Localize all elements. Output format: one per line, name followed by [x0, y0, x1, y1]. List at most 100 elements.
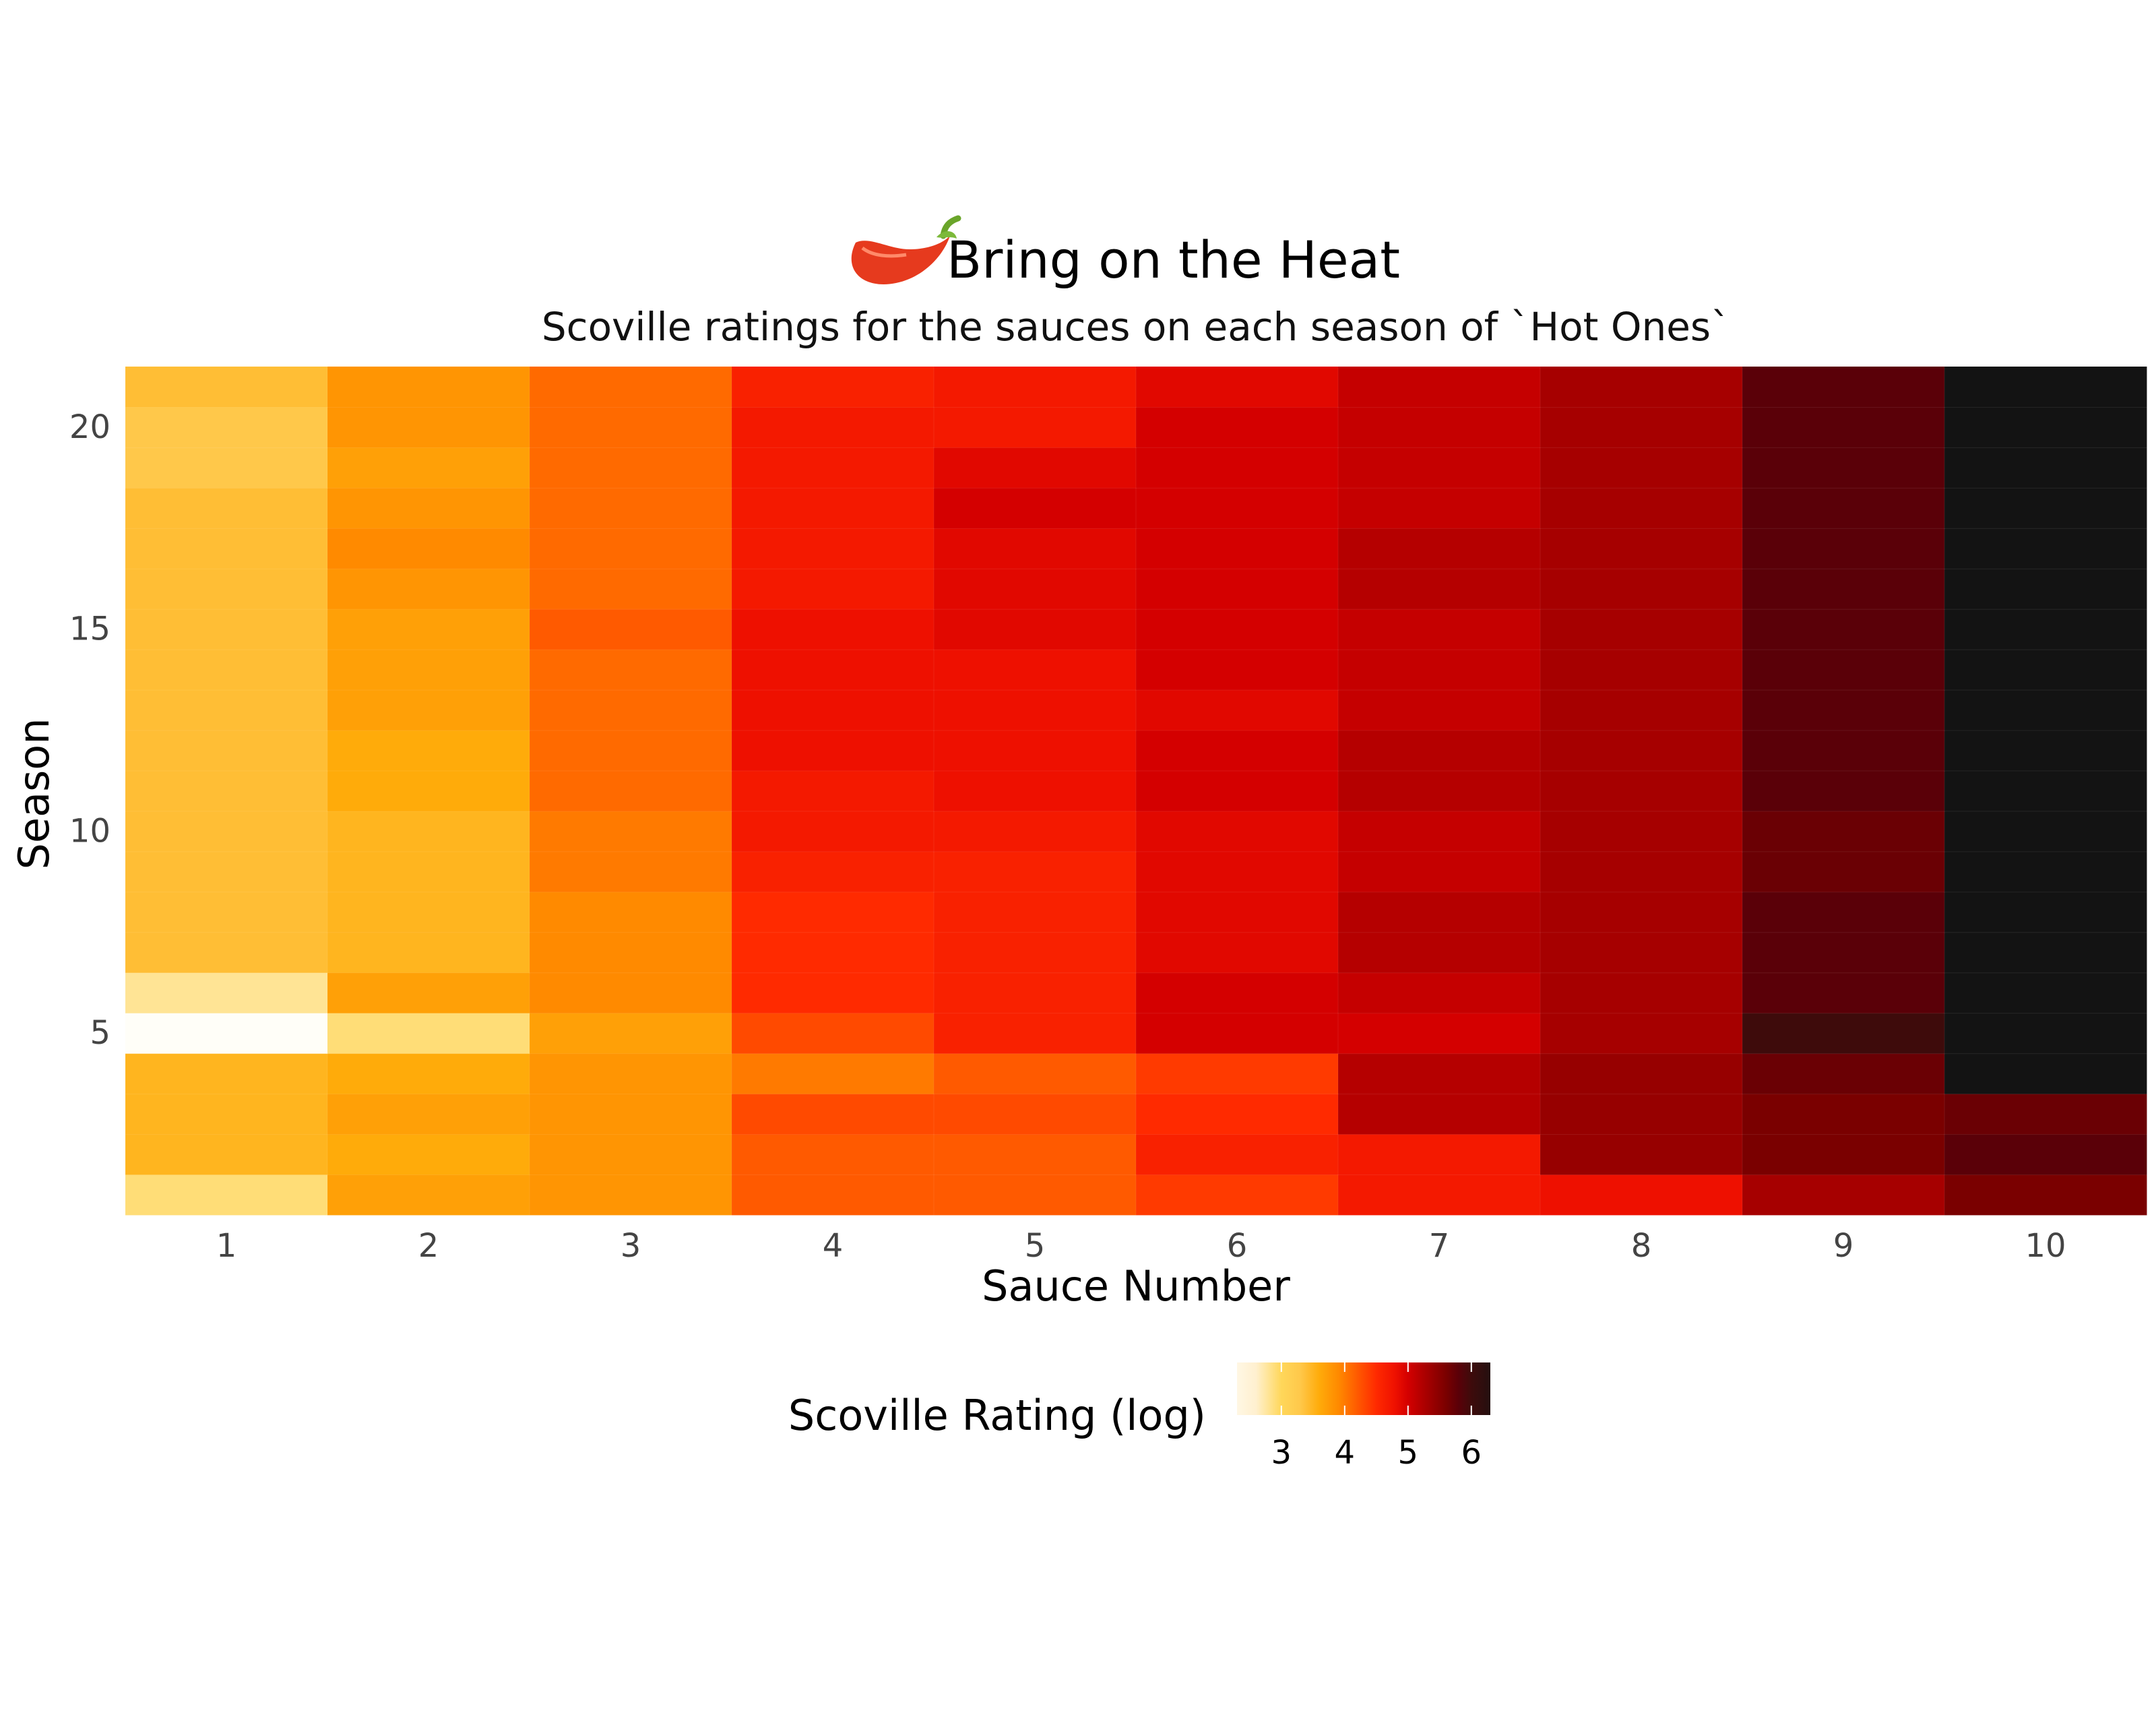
heatmap-cell	[933, 850, 1137, 893]
heatmap-cell	[933, 689, 1137, 731]
heatmap-cell	[529, 608, 732, 650]
heatmap-cell	[1337, 689, 1541, 731]
heatmap-cell	[529, 366, 732, 408]
heatmap-cell	[529, 406, 732, 448]
heatmap-cell	[529, 730, 732, 772]
heatmap-cell	[1135, 1093, 1339, 1135]
heatmap-cell	[125, 689, 328, 731]
heatmap-cell	[1337, 1133, 1541, 1176]
heatmap-cell	[933, 1093, 1137, 1135]
heatmap-cell	[1540, 931, 1743, 974]
heatmap-cell	[529, 568, 732, 610]
heatmap-cell	[1742, 1093, 1945, 1135]
heatmap-cell	[1540, 528, 1743, 569]
heatmap-cells	[125, 366, 2147, 1216]
y-tick-label: 10	[69, 812, 110, 850]
heatmap-cell	[1742, 931, 1945, 974]
heatmap-cell	[1337, 366, 1541, 408]
heatmap-cell	[529, 487, 732, 529]
heatmap-cell	[933, 447, 1137, 489]
heatmap-cell	[529, 1093, 732, 1135]
heatmap-cell	[933, 891, 1137, 933]
heatmap-cell	[1337, 770, 1541, 812]
heatmap-cell	[1742, 1053, 1945, 1095]
heatmap-cell	[731, 406, 934, 448]
heatmap-cell	[1337, 447, 1541, 489]
heatmap-cell	[1742, 1012, 1945, 1055]
heatmap-cell	[327, 972, 530, 1014]
heatmap-cell	[1540, 972, 1743, 1014]
heatmap-cell	[731, 891, 934, 933]
heatmap-cell	[1337, 1053, 1541, 1095]
heatmap-cell	[327, 1012, 530, 1055]
heatmap-cell	[1540, 608, 1743, 650]
x-tick-label: 5	[1025, 1227, 1046, 1265]
heatmap-cell	[1944, 810, 2147, 852]
heatmap-cell	[1944, 366, 2147, 408]
heatmap-cell	[1135, 649, 1339, 691]
heatmap-cell	[1337, 406, 1541, 448]
heatmap-cell	[1944, 406, 2147, 448]
y-tick-label: 15	[69, 610, 110, 648]
x-tick-label: 4	[823, 1227, 844, 1265]
heatmap-cell	[1337, 1093, 1541, 1135]
heatmap-cell	[327, 608, 530, 650]
heatmap-cell	[529, 1174, 732, 1216]
heatmap-cell	[529, 810, 732, 852]
heatmap-cell	[327, 770, 530, 812]
heatmap-cell	[125, 487, 328, 529]
heatmap-cell	[1135, 931, 1339, 974]
heatmap-cell	[731, 366, 934, 408]
x-tick-label: 9	[1833, 1227, 1854, 1265]
x-tick-label: 3	[621, 1227, 641, 1265]
heatmap-cell	[933, 406, 1137, 448]
heatmap-cell	[327, 366, 530, 408]
heatmap-cell	[529, 1012, 732, 1055]
heatmap-cell	[529, 770, 732, 812]
heatmap-cell	[1337, 1012, 1541, 1055]
y-tick-label: 20	[69, 408, 110, 446]
heatmap-cell	[125, 730, 328, 772]
heatmap-cell	[1337, 850, 1541, 893]
heatmap-cell	[1944, 850, 2147, 893]
heatmap-cell	[1742, 366, 1945, 408]
heatmap-cell	[125, 810, 328, 852]
heatmap-cell	[529, 447, 732, 489]
heatmap-cell	[125, 972, 328, 1014]
heatmap-cell	[1540, 810, 1743, 852]
heatmap-cell	[933, 931, 1137, 974]
heatmap-cell	[125, 891, 328, 933]
heatmap-cell	[933, 1174, 1137, 1216]
heatmap-cell	[1337, 891, 1541, 933]
heatmap-cell	[1742, 568, 1945, 610]
legend-tick-label: 5	[1398, 1434, 1419, 1472]
heatmap-cell	[731, 689, 934, 731]
heatmap-cell	[1944, 1093, 2147, 1135]
heatmap-cell	[529, 649, 732, 691]
heatmap-cell	[933, 770, 1137, 812]
heatmap-cell	[933, 568, 1137, 610]
chart-subtitle: Scoville ratings for the sauces on each …	[542, 304, 1730, 350]
heatmap-cell	[1337, 528, 1541, 569]
heatmap-cell	[327, 730, 530, 772]
heatmap-cell	[1540, 770, 1743, 812]
legend-ticks: 3 4 5 6	[1271, 1362, 1482, 1472]
heatmap-cell	[125, 770, 328, 812]
heatmap-cell	[1742, 528, 1945, 569]
heatmap-cell	[125, 850, 328, 893]
x-tick-label: 10	[2025, 1227, 2066, 1265]
heatmap-cell	[933, 730, 1137, 772]
heatmap-cell	[529, 1053, 732, 1095]
heatmap-cell	[529, 528, 732, 569]
heatmap-cell	[529, 891, 732, 933]
heatmap-cell	[731, 730, 934, 772]
chili-pepper-icon	[851, 215, 961, 284]
heatmap-cell	[327, 891, 530, 933]
heatmap-cell	[1944, 1012, 2147, 1055]
heatmap-cell	[125, 1174, 328, 1216]
heatmap-cell	[125, 649, 328, 691]
heatmap-cell	[327, 689, 530, 731]
heatmap-cell	[1944, 931, 2147, 974]
heatmap-cell	[1337, 972, 1541, 1014]
